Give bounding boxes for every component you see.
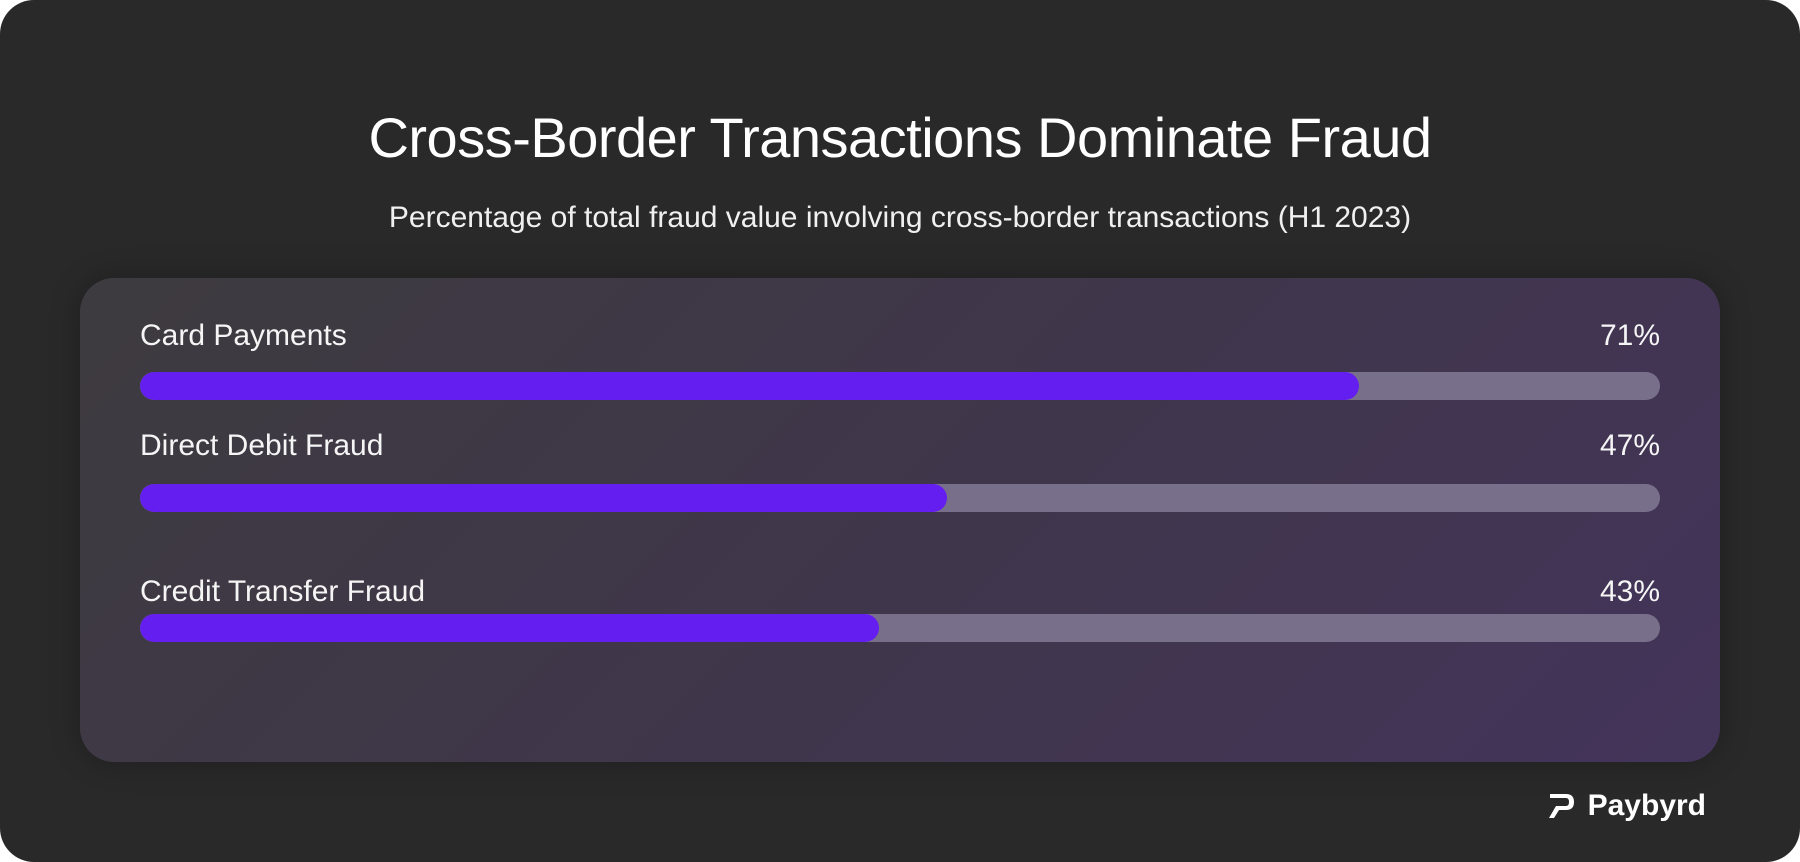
chart-subtitle: Percentage of total fraud value involvin… xyxy=(388,201,1412,234)
bar-label: Card Payments xyxy=(140,319,347,352)
bars-panel: Card Payments 71% Direct Debit Fraud 47%… xyxy=(80,278,1720,762)
bar-value-label: 43% xyxy=(1599,575,1660,608)
paybyrd-logo: Paybyrd xyxy=(1546,788,1706,824)
chart-title: Cross-Border Transactions Dominate Fraud xyxy=(368,106,1432,169)
bar-fill xyxy=(140,614,879,642)
bar-label: Credit Transfer Fraud xyxy=(140,575,426,608)
bar-value-label: 71% xyxy=(1599,319,1660,352)
bar-track xyxy=(140,484,1660,512)
bar-fill xyxy=(140,484,948,512)
bar-value-label: 47% xyxy=(1599,429,1660,462)
bar-row-card-payments: Card Payments 71% xyxy=(140,316,1660,416)
bar-track xyxy=(140,372,1660,400)
brand-name: Paybyrd xyxy=(1587,789,1706,822)
bar-label: Direct Debit Fraud xyxy=(140,429,384,462)
bar-row-credit-transfer-fraud: Credit Transfer Fraud 43% xyxy=(140,572,1660,672)
bar-track xyxy=(140,614,1660,642)
bar-row-direct-debit-fraud: Direct Debit Fraud 47% xyxy=(140,426,1660,526)
bar-fill xyxy=(140,372,1360,400)
paybyrd-logo-icon xyxy=(1546,790,1578,822)
